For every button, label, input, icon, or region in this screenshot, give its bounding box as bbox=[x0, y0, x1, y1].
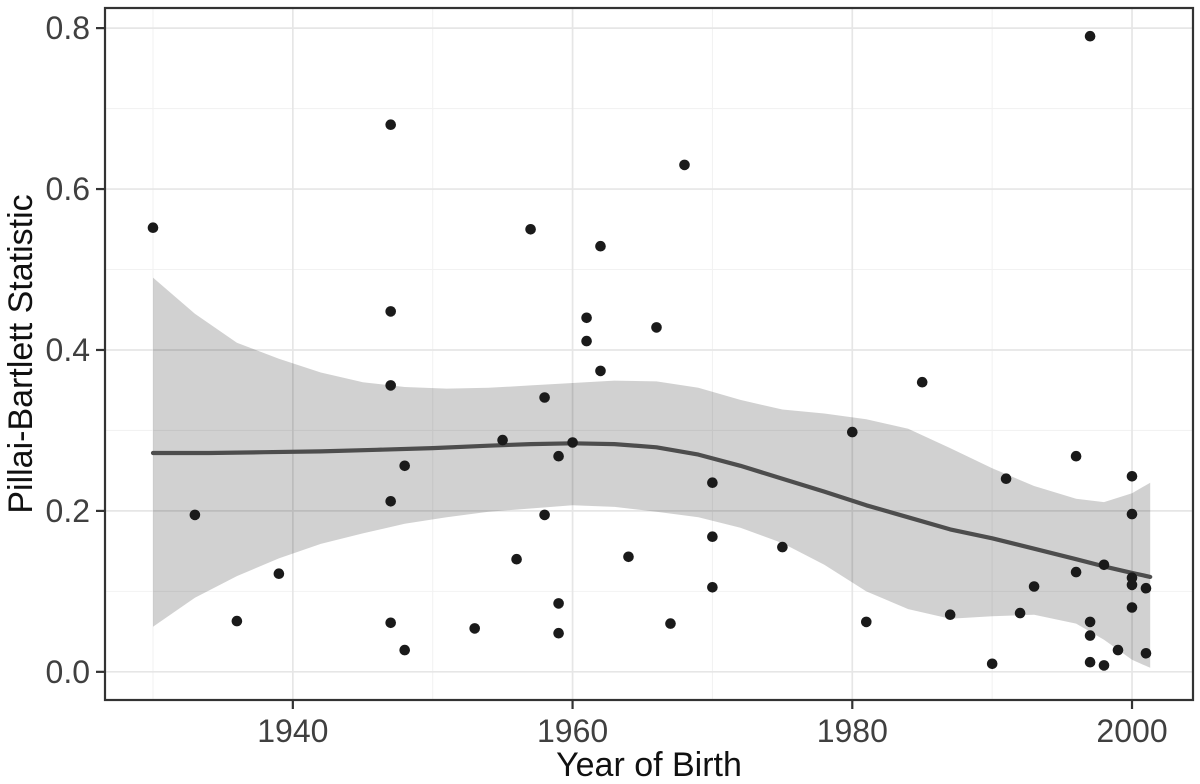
data-point bbox=[1098, 660, 1110, 671]
data-point bbox=[539, 392, 550, 403]
data-point bbox=[1126, 579, 1138, 591]
data-point bbox=[385, 617, 397, 629]
data-point bbox=[469, 623, 481, 634]
data-point bbox=[1014, 607, 1026, 619]
data-point bbox=[1126, 508, 1138, 520]
data-point bbox=[581, 312, 592, 324]
data-point bbox=[595, 365, 606, 377]
data-point bbox=[385, 306, 397, 317]
data-point bbox=[651, 322, 662, 333]
data-point bbox=[231, 615, 243, 627]
y-tick-label: 0.4 bbox=[46, 332, 90, 368]
y-tick-label: 0.0 bbox=[46, 654, 90, 690]
x-tick-label: 2000 bbox=[1096, 713, 1167, 749]
confidence-ribbon-layer bbox=[153, 277, 1151, 668]
y-tick-label: 0.2 bbox=[46, 493, 90, 529]
data-point bbox=[847, 426, 858, 438]
data-point bbox=[567, 437, 578, 448]
data-point bbox=[147, 222, 159, 233]
data-point bbox=[553, 627, 564, 639]
data-point bbox=[777, 541, 788, 553]
data-point bbox=[553, 598, 564, 609]
data-point bbox=[1126, 471, 1138, 482]
x-axis-title: Year of Birth bbox=[556, 746, 742, 784]
data-point bbox=[1028, 581, 1040, 592]
y-axis-title: Pillai-Bartlett Statistic bbox=[2, 194, 40, 513]
data-point bbox=[1126, 602, 1138, 613]
data-point bbox=[385, 380, 397, 391]
data-point bbox=[525, 224, 536, 235]
data-point bbox=[1084, 630, 1096, 641]
data-point bbox=[511, 553, 522, 565]
data-points-layer bbox=[147, 30, 1152, 671]
x-tick-label: 1980 bbox=[817, 713, 888, 749]
data-point bbox=[385, 119, 397, 130]
data-point bbox=[665, 618, 676, 629]
tick-labels-layer: 1940 1960 1980 2000 0.0 0.2 0.4 0.6 0.8 bbox=[46, 10, 1168, 749]
loess-smooth-line bbox=[150, 441, 1153, 579]
y-tick-label: 0.6 bbox=[46, 171, 90, 207]
data-point bbox=[1000, 473, 1012, 485]
data-point bbox=[623, 551, 634, 563]
data-point bbox=[539, 509, 550, 521]
smooth-line-layer bbox=[150, 441, 1153, 579]
data-point bbox=[1084, 616, 1096, 628]
data-point bbox=[189, 509, 201, 521]
data-point bbox=[399, 460, 411, 472]
data-point bbox=[707, 582, 718, 593]
data-point bbox=[595, 240, 606, 252]
data-point bbox=[399, 644, 411, 656]
panel-border bbox=[103, 6, 1195, 702]
data-point bbox=[861, 616, 872, 628]
data-point bbox=[1070, 450, 1082, 462]
data-point bbox=[1112, 644, 1124, 656]
data-point bbox=[944, 609, 956, 620]
confidence-ribbon bbox=[153, 277, 1151, 668]
data-point bbox=[679, 159, 690, 171]
y-tick-label: 0.8 bbox=[46, 10, 90, 46]
gridlines-layer bbox=[105, 8, 1193, 700]
data-point bbox=[707, 477, 718, 489]
data-point bbox=[1140, 648, 1152, 659]
data-point bbox=[581, 335, 592, 347]
data-point bbox=[553, 450, 564, 462]
data-point bbox=[1098, 559, 1110, 571]
axis-ticks-layer bbox=[96, 27, 1134, 709]
x-tick-label: 1960 bbox=[537, 713, 608, 749]
data-point bbox=[385, 496, 397, 507]
data-point bbox=[916, 376, 928, 388]
data-point bbox=[1070, 566, 1082, 578]
data-point bbox=[707, 531, 718, 542]
data-point bbox=[1084, 30, 1096, 42]
data-point bbox=[497, 434, 508, 446]
data-point bbox=[273, 568, 285, 579]
data-point bbox=[986, 658, 998, 670]
data-point bbox=[1140, 582, 1152, 594]
x-tick-label: 1940 bbox=[257, 713, 328, 749]
data-point bbox=[1084, 656, 1096, 668]
